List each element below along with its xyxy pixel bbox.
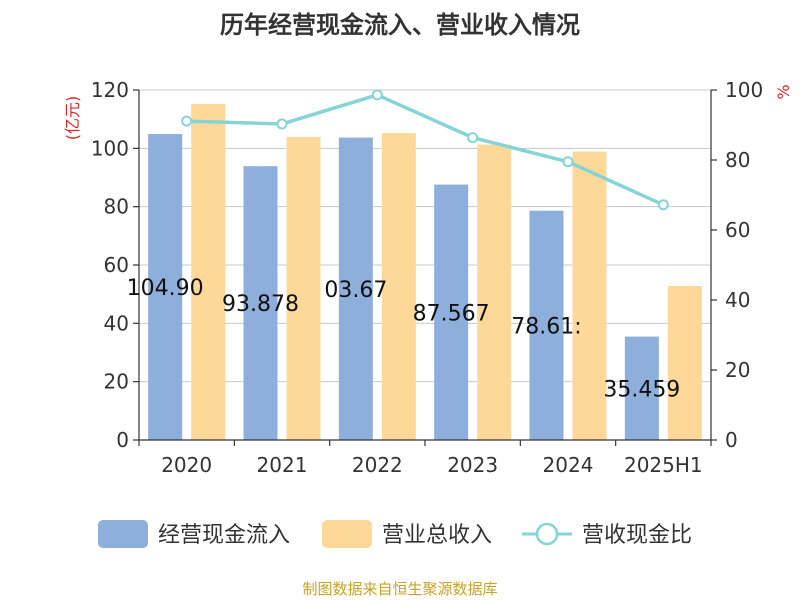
bar-revenue [477, 144, 512, 440]
bar-cash-inflow [338, 137, 373, 441]
ratio-line-path [186, 93, 665, 207]
legend-label-revenue: 营业总收入 [382, 523, 492, 548]
y-right-tick-label: 20 [725, 358, 750, 382]
bar-data-label: 35.459 [603, 377, 680, 402]
y-left-tick-label: 40 [104, 311, 129, 335]
bar-cash-inflow [434, 184, 469, 440]
bar-data-label: 93.878 [222, 292, 299, 317]
legend-marker-ratio [535, 522, 559, 546]
bar-revenue [191, 104, 226, 440]
bars [148, 104, 702, 441]
x-tick-label: 2025H1 [624, 453, 703, 477]
bar-data-label: 03.67 [324, 278, 387, 303]
y-left-tick-label: 20 [104, 370, 129, 394]
ratio-point [562, 156, 574, 168]
x-tick-label: 2023 [447, 453, 498, 477]
legend-label-cash-inflow: 经营现金流入 [158, 523, 290, 548]
chart-title: 历年经营现金流入、营业收入情况 [220, 11, 580, 39]
legend-swatch-revenue [322, 520, 372, 548]
y-right-tick-label: 100 [725, 78, 763, 102]
y-right-tick-label: 40 [725, 288, 750, 312]
x-tick-label: 2022 [352, 453, 403, 477]
ratio-point [657, 199, 669, 211]
y-right-axis-label: % [774, 84, 793, 99]
source-note: 制图数据来自恒生聚源数据库 [302, 580, 498, 598]
bar-data-label: 104.90 [127, 276, 204, 301]
bar-cash-inflow [529, 210, 564, 440]
x-tick-label: 2020 [161, 453, 212, 477]
bar-revenue [381, 133, 416, 440]
x-tick-label: 2024 [543, 453, 594, 477]
bar-cash-inflow [148, 134, 183, 440]
y-left-tick-label: 60 [104, 253, 129, 277]
legend: 经营现金流入 营业总收入 营收现金比 [98, 520, 692, 548]
ratio-point [181, 115, 193, 127]
legend-label-ratio: 营收现金比 [582, 523, 692, 548]
ratio-line [181, 89, 669, 211]
y-right-tick-label: 60 [725, 218, 750, 242]
bar-revenue [667, 286, 702, 440]
gridlines [139, 89, 711, 383]
y-right-tick-label: 0 [725, 428, 738, 452]
y-left-axis-label: (亿元) [63, 96, 82, 141]
y-left-tick-label: 100 [91, 136, 129, 160]
bar-revenue [572, 151, 607, 440]
y-left-tick-label: 120 [91, 78, 129, 102]
y-right-tick-label: 80 [725, 148, 750, 172]
y-left-tick-label: 0 [116, 428, 129, 452]
bar-revenue [286, 136, 321, 441]
y-left-tick-label: 80 [104, 195, 129, 219]
ratio-point [276, 118, 288, 130]
legend-swatch-cash-inflow [98, 520, 148, 548]
bar-cash-inflow [624, 336, 659, 440]
ratio-point [371, 89, 383, 101]
ratio-point [467, 132, 479, 144]
x-tick-label: 2021 [257, 453, 308, 477]
bar-data-label: 87.567 [413, 301, 490, 326]
axes: 0 20 40 60 80 100 120 0 20 40 60 80 100 2020 2021 2022 2… [91, 78, 763, 477]
data-labels: 104.90 93.878 03.67 87.567 78.61: 35.459 [127, 276, 681, 402]
bar-cash-inflow [243, 166, 278, 441]
bar-data-label: 78.61: [511, 314, 581, 339]
